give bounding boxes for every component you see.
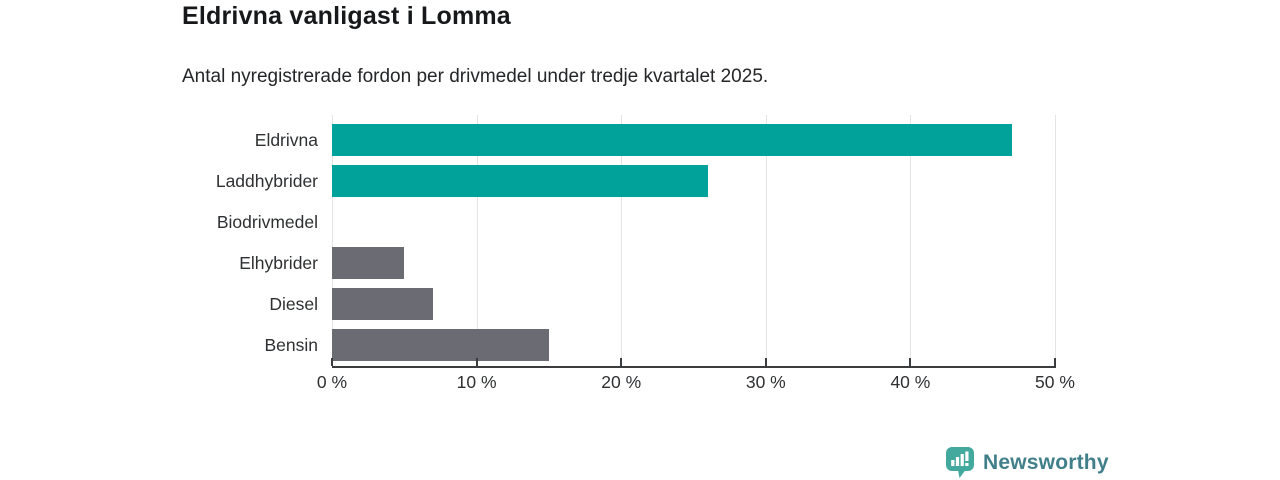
bar-elhybrider — [332, 247, 405, 279]
x-tick-label-10: 10 % — [456, 372, 497, 392]
gridline-20 — [621, 115, 623, 367]
category-label-biodrivmedel: Biodrivmedel — [216, 212, 318, 232]
x-tick-0 — [331, 358, 333, 366]
x-tick-label-20: 20 % — [601, 372, 642, 392]
x-tick-label-40: 40 % — [890, 372, 931, 392]
newsworthy-logo-icon — [946, 447, 974, 478]
gridline-40 — [910, 115, 912, 367]
bar-eldrivna — [332, 124, 1012, 156]
chart-subtitle: Antal nyregistrerade fordon per drivmede… — [182, 66, 769, 87]
chart-title: Eldrivna vanligast i Lomma — [182, 2, 511, 30]
bar-bensin — [332, 329, 549, 361]
x-tick-label-0: 0 % — [316, 372, 348, 392]
gridline-10 — [476, 115, 478, 367]
bar-diesel — [332, 288, 434, 320]
gridline-30 — [765, 115, 767, 367]
x-tick-40 — [909, 358, 912, 366]
x-tick-label-30: 30 % — [745, 372, 786, 392]
logo-mini-bars — [951, 451, 969, 466]
gridline-0 — [332, 115, 333, 367]
x-tick-30 — [764, 358, 767, 366]
category-label-diesel: Diesel — [269, 294, 318, 314]
category-label-laddhybrider: Laddhybrider — [215, 171, 318, 191]
category-label-eldrivna: Eldrivna — [254, 130, 318, 150]
category-label-elhybrider: Elhybrider — [239, 253, 318, 273]
plot-area — [332, 115, 1056, 367]
x-tick-label-50: 50 % — [1035, 372, 1075, 392]
bar-laddhybrider — [332, 165, 708, 197]
brand-wordmark: Newsworthy — [983, 450, 1109, 474]
category-axis: Eldrivna Laddhybrider Biodrivmedel Elhybrid… — [150, 115, 318, 367]
newsworthy-brand-link[interactable]: Newsworthy — [946, 447, 1109, 478]
x-tick-50 — [1054, 358, 1056, 366]
category-label-bensin: Bensin — [264, 335, 318, 355]
x-tick-20 — [620, 358, 623, 366]
x-axis-line — [332, 366, 1056, 368]
gridline-50 — [1055, 115, 1056, 367]
x-tick-10 — [475, 358, 478, 366]
